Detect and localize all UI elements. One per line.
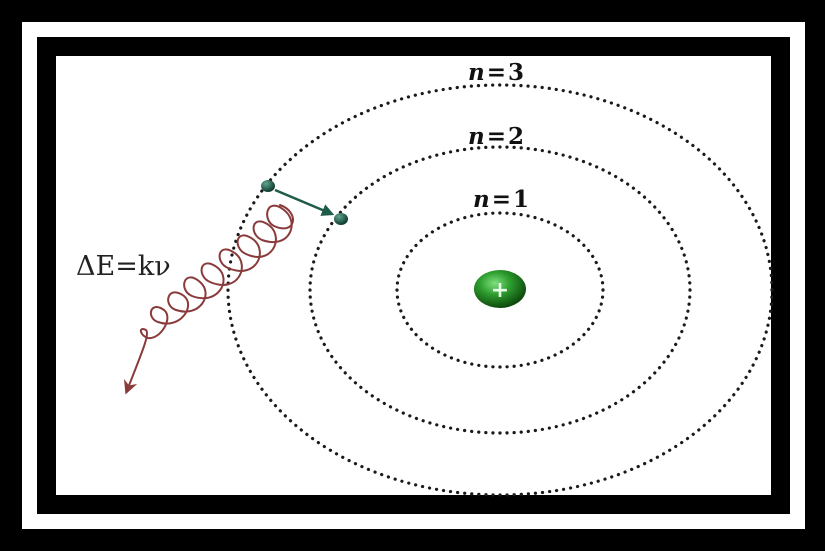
orbit-n2	[308, 145, 692, 435]
transition-arrow	[274, 188, 335, 216]
orbit-label-n1: n=1	[473, 186, 529, 213]
orbit-n3	[226, 83, 774, 497]
diagram-canvas	[56, 56, 771, 495]
nucleus: +	[474, 270, 526, 308]
electron-final	[334, 213, 348, 225]
photon-wave	[124, 204, 294, 395]
orbit-label-n3: n=3	[468, 59, 524, 86]
nucleus-plus-sign: +	[491, 278, 509, 303]
electron-initial	[261, 180, 275, 192]
orbit-label-n2: n=2	[468, 123, 524, 150]
orbit-n1	[395, 211, 605, 369]
energy-equation-label: ΔE=kν	[76, 251, 171, 282]
